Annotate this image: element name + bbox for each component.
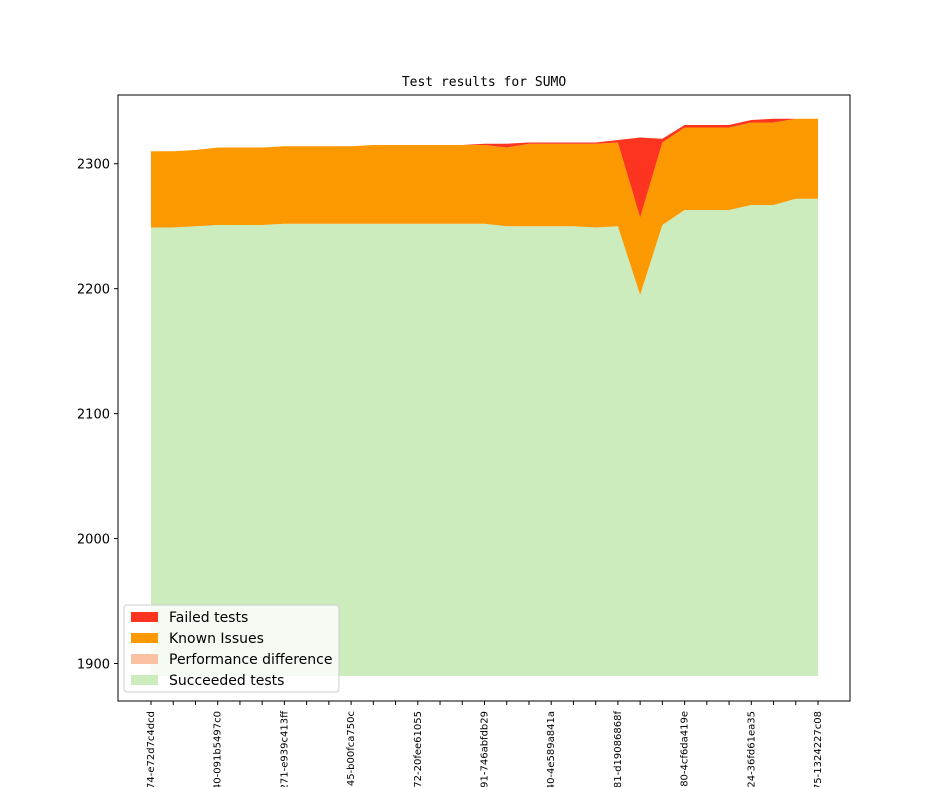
y-tick-label: 2100 <box>77 408 110 423</box>
x-tick-label: 271-e939c413ff <box>279 710 290 787</box>
area-known-issues <box>151 118 818 295</box>
legend-swatch-failed-tests <box>131 612 158 622</box>
x-tick-label: 75-1324227c08 <box>813 711 824 787</box>
stacked-areas <box>151 118 818 677</box>
y-tick-label: 1900 <box>77 658 110 673</box>
x-tick-label: 80-4cf6da419e <box>680 711 691 787</box>
x-tick-label: 72-20fee61055 <box>413 711 424 787</box>
area-succeeded-tests <box>151 198 818 677</box>
area-failed-tests <box>151 118 818 218</box>
legend-swatch-succeeded-tests <box>131 675 158 685</box>
chart-title: Test results for SUMO <box>402 75 567 90</box>
legend-swatch-performance-difference <box>131 654 158 664</box>
legend-label-known-issues: Known Issues <box>169 631 264 647</box>
y-axis: 1900 2000 2100 2200 2300 <box>77 158 118 673</box>
x-tick-label: 81-d19086868f <box>613 711 624 787</box>
y-tick-label: 2300 <box>77 158 110 173</box>
x-tick-label: 45-b00fca750c <box>346 711 357 786</box>
y-tick-label: 2200 <box>77 283 110 298</box>
legend-box <box>123 604 340 693</box>
x-tick-label: 24-36fd61ea35 <box>746 711 757 787</box>
legend-label-performance-difference: Performance difference <box>169 652 332 668</box>
x-tick-label: 40-091b5497c0 <box>213 711 224 787</box>
x-tick-label: 40-4e589a841a <box>546 711 557 787</box>
legend: Failed tests Known Issues Performance diff… <box>123 604 340 693</box>
y-tick-label: 2000 <box>77 533 110 548</box>
legend-swatch-known-issues <box>131 633 158 643</box>
x-axis: 74-e72d7c4dcd 40-091b5497c0 271-e939c413ff… <box>146 701 824 787</box>
legend-label-succeeded-tests: Succeeded tests <box>169 673 284 689</box>
x-tick-label: 91-746abfdb29 <box>480 711 491 787</box>
x-tick-label: 74-e72d7c4dcd <box>146 711 157 787</box>
legend-label-failed-tests: Failed tests <box>169 610 248 626</box>
